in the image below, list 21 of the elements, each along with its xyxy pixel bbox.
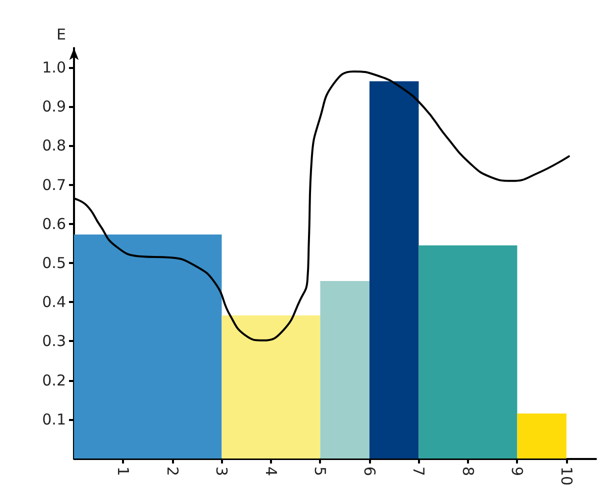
y-tick-label: 0.7 [42, 176, 66, 194]
y-tick-label: 0.3 [42, 332, 66, 350]
y-tick-label: 0.4 [42, 293, 66, 312]
y-tick-label: 0.8 [42, 136, 66, 155]
x-tick-label: 4 [262, 466, 280, 476]
y-tick-label: 1.0 [42, 58, 66, 77]
y-tick-label: 0.9 [42, 98, 66, 116]
x-tick-label: 5 [311, 466, 330, 476]
x-tick-label: 7 [410, 466, 428, 476]
y-tick-label: 0.2 [42, 371, 66, 390]
y-tick-label: 0.6 [42, 214, 66, 233]
x-tick-label: 2 [163, 466, 182, 476]
x-tick-label: 9 [508, 466, 526, 476]
x-tick-label: 1 [114, 466, 132, 476]
y-tick-label: 0.1 [42, 410, 66, 428]
x-tick-label: 6 [360, 466, 378, 476]
x-tick-label: 8 [458, 466, 477, 476]
x-tick-label: 3 [212, 466, 231, 476]
y-axis-title: E [56, 26, 66, 44]
x-tick-label: 10 [557, 466, 576, 486]
y-tick-label: 0.5 [42, 254, 66, 272]
